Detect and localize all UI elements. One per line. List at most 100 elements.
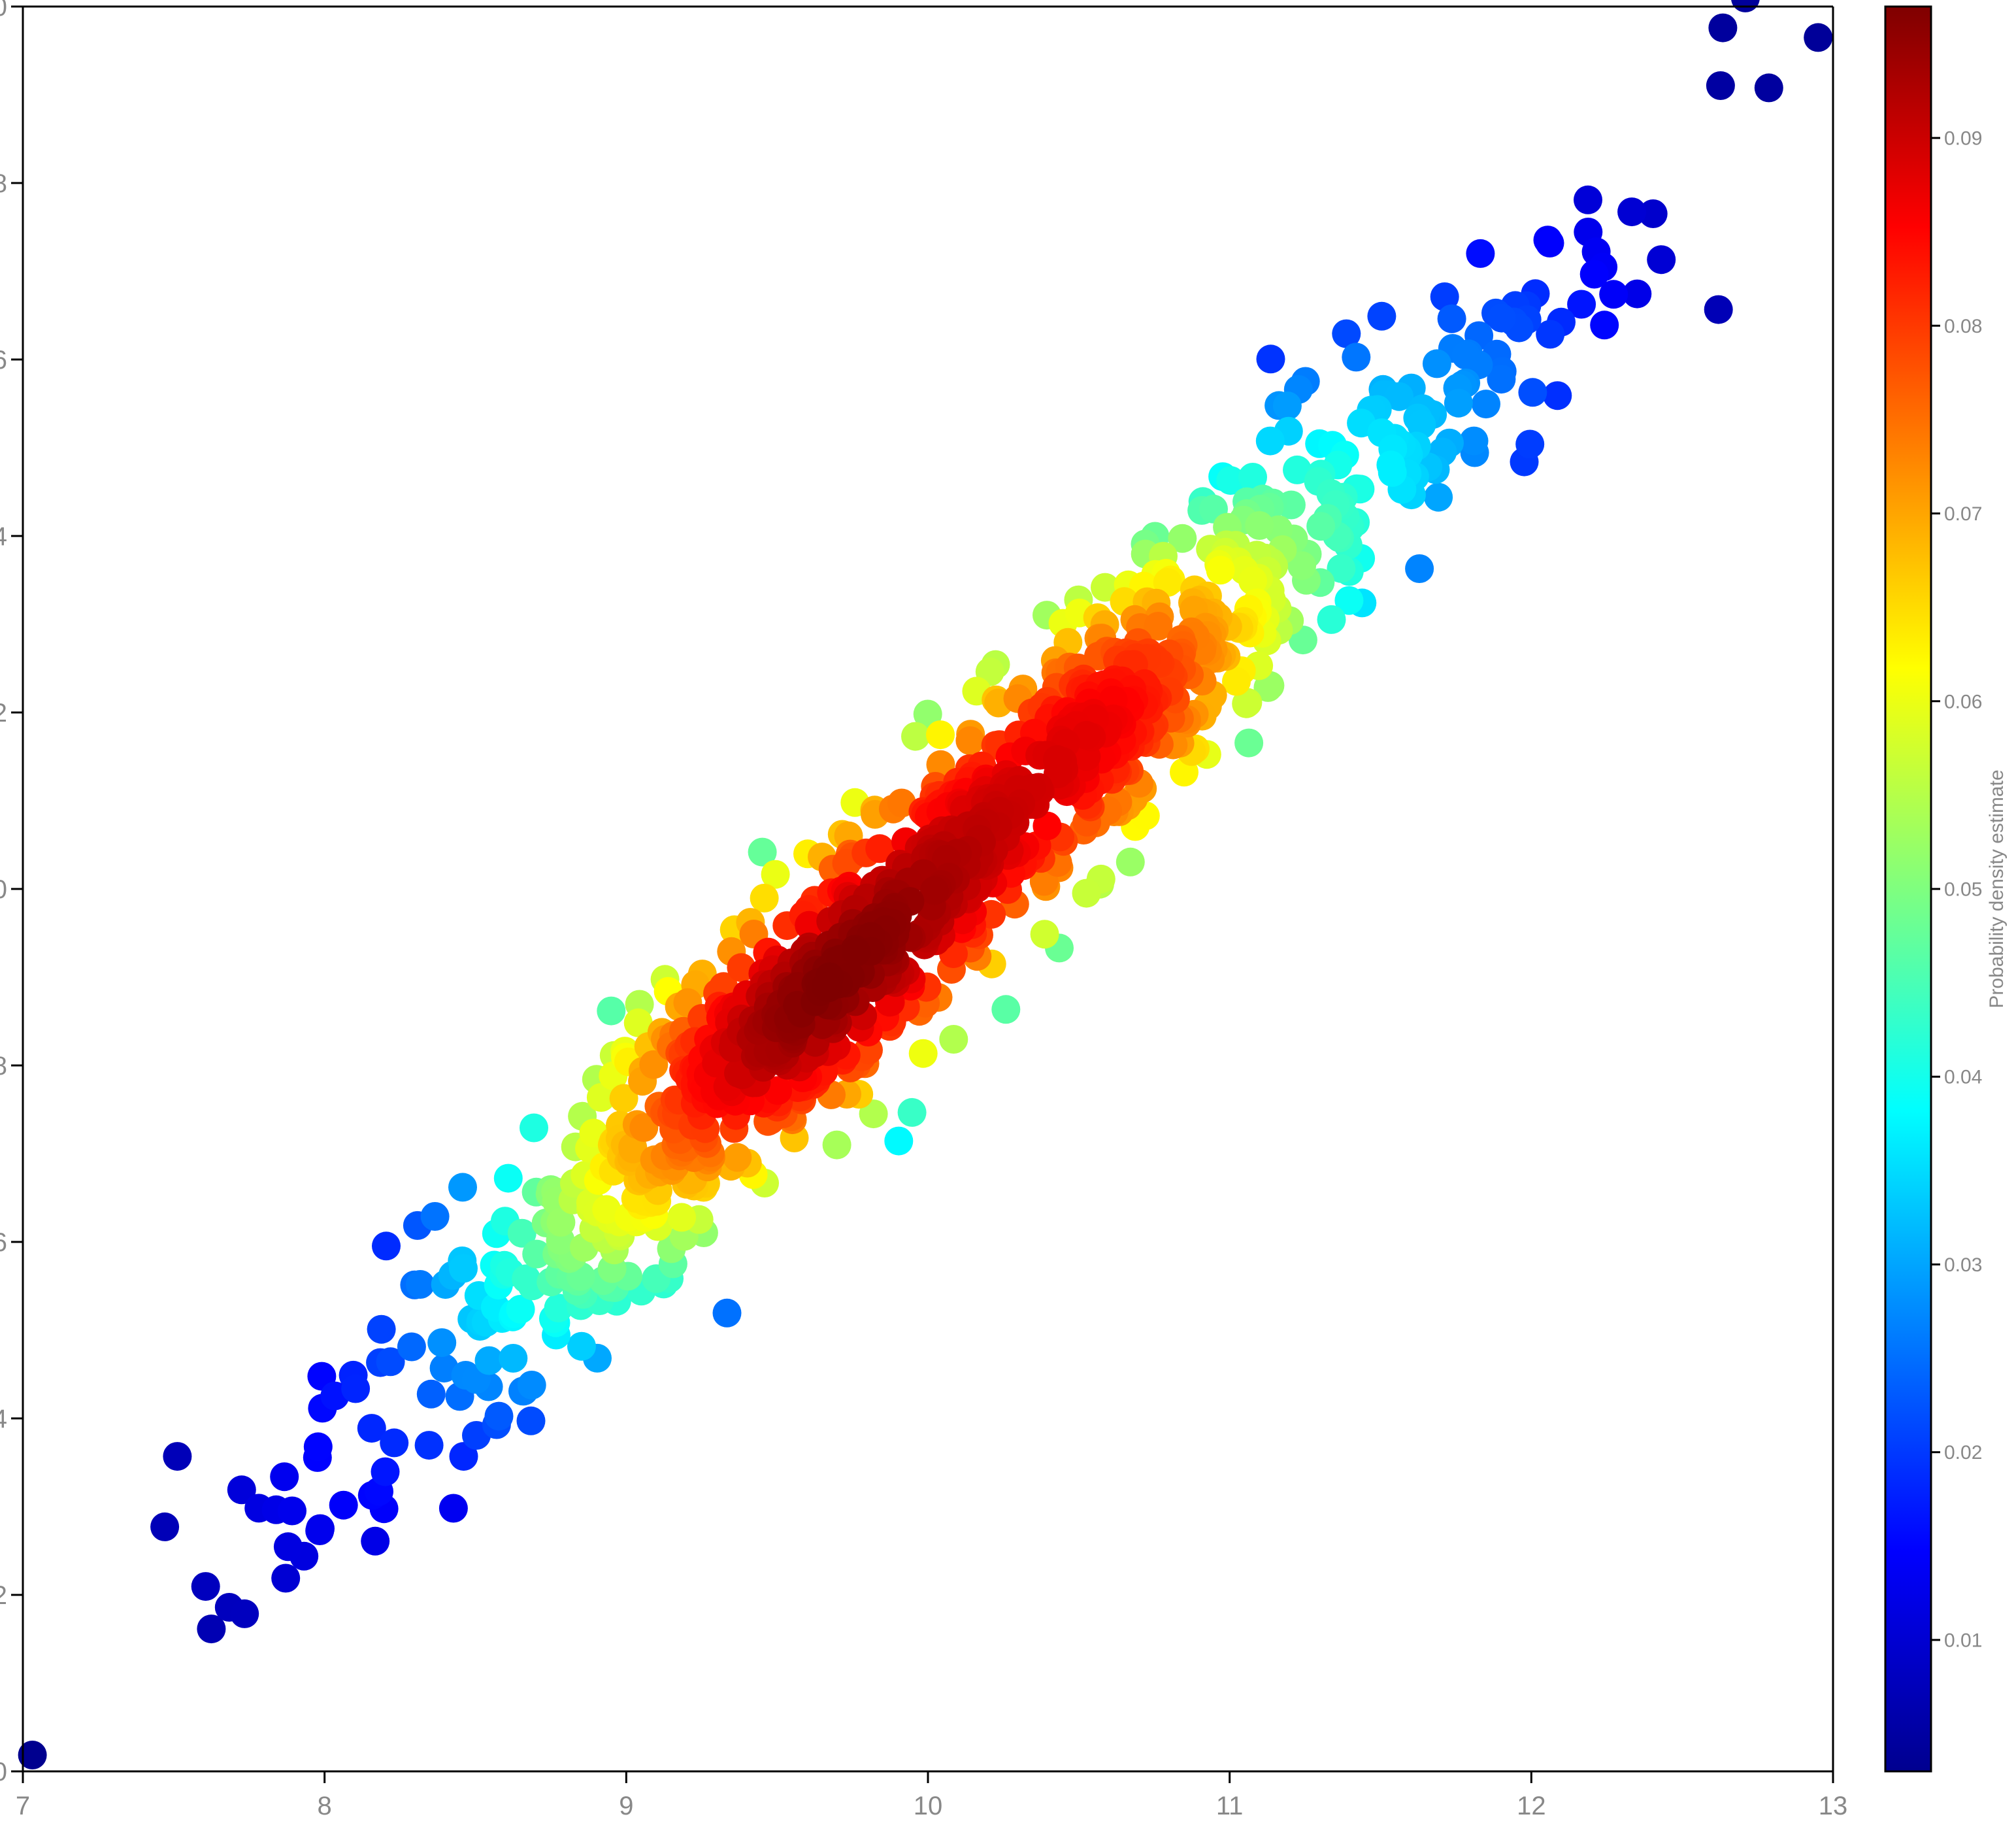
data-point: [380, 1428, 408, 1457]
x-tick-label: 8: [318, 1792, 332, 1820]
data-point: [926, 720, 955, 749]
colorbar-tick-label: 0.05: [1944, 879, 1982, 901]
y-tick-label: 32: [0, 1581, 7, 1610]
y-tick-label: 38: [0, 1052, 7, 1080]
data-point: [397, 1333, 426, 1362]
x-tick-label: 11: [1216, 1792, 1244, 1820]
data-point: [1574, 186, 1602, 214]
y-tick-label: 40: [0, 875, 7, 904]
data-point: [1466, 239, 1495, 268]
y-tick-label: 50: [0, 0, 7, 22]
data-point: [1647, 245, 1676, 274]
data-point: [1342, 343, 1370, 371]
data-point: [884, 1127, 913, 1156]
data-point: [449, 1254, 478, 1283]
data-point: [1472, 390, 1500, 418]
data-point: [421, 1202, 450, 1231]
data-point: [361, 1527, 389, 1556]
colorbar-label: Probability density estimate: [1986, 769, 2008, 1008]
data-point: [1206, 556, 1235, 584]
colorbar-tick-label: 0.03: [1944, 1254, 1982, 1276]
data-point: [723, 1143, 752, 1172]
colorbar-tick-label: 0.07: [1944, 503, 1982, 525]
y-tick-label: 46: [0, 346, 7, 375]
data-point: [1438, 305, 1466, 333]
colorbar-tick-label: 0.02: [1944, 1442, 1982, 1463]
data-point: [427, 1328, 456, 1357]
data-point: [306, 1514, 335, 1543]
colorbar-tick-label: 0.08: [1944, 316, 1982, 337]
data-point: [485, 1402, 514, 1431]
data-point: [1515, 430, 1544, 459]
data-point: [406, 1270, 435, 1299]
data-point: [274, 1532, 303, 1561]
data-point: [372, 1231, 401, 1260]
data-point: [1444, 389, 1473, 418]
data-point: [667, 1203, 696, 1231]
data-point: [270, 1462, 299, 1491]
data-point: [517, 1407, 546, 1435]
chart-container: 7891011121330323436384042444648500.010.0…: [0, 0, 2016, 1823]
data-point: [304, 1432, 333, 1461]
data-point: [1706, 71, 1735, 100]
data-point: [1617, 197, 1646, 226]
data-point: [1518, 378, 1547, 407]
data-point: [1245, 511, 1274, 540]
data-point: [1306, 512, 1335, 541]
data-point: [150, 1513, 179, 1541]
data-point: [278, 1497, 306, 1526]
data-point: [750, 884, 779, 912]
data-point: [341, 1375, 370, 1403]
y-tick-label: 42: [0, 699, 7, 728]
y-tick-label: 34: [0, 1405, 7, 1433]
data-point: [230, 1599, 259, 1628]
data-point: [1257, 344, 1285, 373]
data-point: [898, 1098, 927, 1127]
data-point: [1273, 392, 1302, 420]
data-point: [713, 1299, 742, 1328]
data-point: [1536, 229, 1564, 258]
data-point: [520, 1114, 548, 1143]
colorbar-tick-label: 0.01: [1944, 1630, 1982, 1651]
data-point: [1256, 427, 1285, 456]
x-tick-label: 13: [1819, 1792, 1848, 1820]
data-point: [512, 1264, 540, 1293]
data-point: [1378, 458, 1407, 487]
data-point: [499, 1344, 527, 1373]
data-point: [415, 1431, 444, 1460]
data-point: [991, 995, 1020, 1024]
data-point: [1116, 848, 1145, 877]
data-point: [1317, 605, 1346, 634]
colorbar-tick-label: 0.04: [1944, 1067, 1982, 1088]
data-point: [371, 1458, 400, 1486]
x-tick-label: 7: [16, 1792, 30, 1820]
data-point: [1708, 14, 1737, 42]
data-point: [955, 726, 984, 755]
data-point: [271, 1564, 300, 1593]
y-tick-label: 44: [0, 522, 7, 551]
data-point: [597, 997, 625, 1026]
data-point: [811, 972, 840, 1001]
data-point: [1367, 302, 1396, 331]
x-tick-label: 12: [1517, 1792, 1546, 1820]
data-point: [1580, 260, 1609, 289]
data-point: [1487, 304, 1516, 333]
data-point: [1452, 341, 1481, 370]
data-point: [494, 1164, 523, 1193]
data-point: [1234, 729, 1263, 758]
colorbar: [1885, 7, 1931, 1771]
x-tick-label: 9: [619, 1792, 633, 1820]
data-point: [842, 937, 870, 966]
data-point: [329, 1491, 358, 1520]
data-point: [1590, 310, 1619, 339]
data-point: [939, 1025, 968, 1054]
x-tick-label: 10: [914, 1792, 943, 1820]
y-tick-label: 30: [0, 1758, 7, 1786]
data-point: [518, 1371, 546, 1399]
data-point: [823, 1131, 851, 1160]
data-point: [448, 1173, 477, 1201]
data-point: [1031, 920, 1059, 948]
data-point: [417, 1380, 446, 1409]
data-point: [901, 722, 930, 751]
data-point: [567, 1332, 596, 1361]
